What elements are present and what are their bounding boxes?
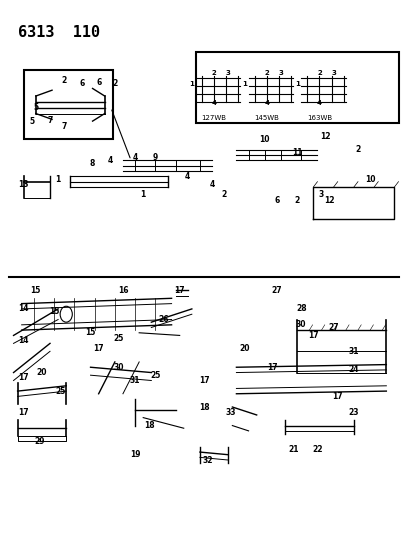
Text: 2: 2 xyxy=(264,70,269,76)
Text: 7: 7 xyxy=(62,122,67,131)
Text: 4: 4 xyxy=(133,154,138,163)
Text: 4: 4 xyxy=(212,100,217,106)
Text: 25: 25 xyxy=(114,334,124,343)
Text: 15: 15 xyxy=(85,328,96,337)
Text: 25: 25 xyxy=(150,370,161,379)
Text: 4: 4 xyxy=(317,100,322,106)
Text: 17: 17 xyxy=(174,286,185,295)
Text: 20: 20 xyxy=(37,368,47,377)
Text: 18: 18 xyxy=(199,402,209,411)
Text: 10: 10 xyxy=(259,135,270,144)
Text: 7: 7 xyxy=(47,116,53,125)
Text: 17: 17 xyxy=(199,376,209,385)
Text: 2: 2 xyxy=(62,76,67,85)
Text: 13: 13 xyxy=(18,180,29,189)
Text: 17: 17 xyxy=(268,363,278,372)
Text: 2: 2 xyxy=(212,70,217,76)
Text: 6: 6 xyxy=(274,196,279,205)
Text: 14: 14 xyxy=(18,304,29,313)
Text: 12: 12 xyxy=(320,132,331,141)
Text: 3: 3 xyxy=(279,70,284,76)
Text: 127WB: 127WB xyxy=(202,115,226,120)
Text: 33: 33 xyxy=(225,408,235,417)
Text: 3: 3 xyxy=(319,190,324,199)
Text: 17: 17 xyxy=(308,331,319,340)
Text: 31: 31 xyxy=(349,347,359,356)
Text: 26: 26 xyxy=(158,315,169,324)
Text: 17: 17 xyxy=(333,392,343,401)
Text: 4: 4 xyxy=(108,156,113,165)
Text: 4: 4 xyxy=(264,100,269,106)
Text: 30: 30 xyxy=(296,320,306,329)
Bar xyxy=(196,52,399,123)
Text: 32: 32 xyxy=(203,456,213,465)
Text: 5: 5 xyxy=(29,117,34,126)
Text: 17: 17 xyxy=(93,344,104,353)
Text: 22: 22 xyxy=(312,445,323,454)
Text: 1: 1 xyxy=(295,80,299,86)
Text: 31: 31 xyxy=(130,376,140,385)
Text: 2: 2 xyxy=(295,196,300,205)
Text: 1: 1 xyxy=(55,174,61,183)
Text: 2: 2 xyxy=(317,70,322,76)
Text: 28: 28 xyxy=(296,304,306,313)
Bar xyxy=(24,70,113,139)
Text: 5: 5 xyxy=(33,103,38,112)
Text: 14: 14 xyxy=(18,336,29,345)
Text: 30: 30 xyxy=(114,363,124,372)
Text: 29: 29 xyxy=(35,437,45,446)
Text: 163WB: 163WB xyxy=(307,115,332,120)
Text: 2: 2 xyxy=(112,79,118,88)
Text: 4: 4 xyxy=(185,172,191,181)
Text: 145WB: 145WB xyxy=(254,115,279,120)
Text: 3: 3 xyxy=(331,70,336,76)
Text: 11: 11 xyxy=(292,148,302,157)
Text: 20: 20 xyxy=(239,344,250,353)
Text: 6: 6 xyxy=(96,78,101,87)
Text: 9: 9 xyxy=(153,154,158,163)
Text: 1: 1 xyxy=(141,190,146,199)
Text: 10: 10 xyxy=(365,174,375,183)
Text: 15: 15 xyxy=(31,286,41,295)
Text: 15: 15 xyxy=(49,307,59,316)
Text: 12: 12 xyxy=(324,196,335,205)
Text: 16: 16 xyxy=(118,286,128,295)
Text: 19: 19 xyxy=(130,450,140,459)
Text: 17: 17 xyxy=(18,408,29,417)
Text: 4: 4 xyxy=(209,180,215,189)
Text: 1: 1 xyxy=(189,80,194,86)
Text: 24: 24 xyxy=(349,366,359,374)
Text: 6: 6 xyxy=(80,79,85,88)
Text: 25: 25 xyxy=(55,386,65,395)
Text: 2: 2 xyxy=(222,190,227,199)
Text: 1: 1 xyxy=(242,80,247,86)
Text: 17: 17 xyxy=(18,373,29,382)
Text: 3: 3 xyxy=(226,70,231,76)
Text: 2: 2 xyxy=(355,146,361,155)
Text: 27: 27 xyxy=(328,323,339,332)
Text: 18: 18 xyxy=(144,421,155,430)
Text: 27: 27 xyxy=(272,286,282,295)
Text: 21: 21 xyxy=(288,445,298,454)
Text: 8: 8 xyxy=(90,159,95,167)
Text: 6313  110: 6313 110 xyxy=(18,25,100,41)
Text: 23: 23 xyxy=(349,408,359,417)
